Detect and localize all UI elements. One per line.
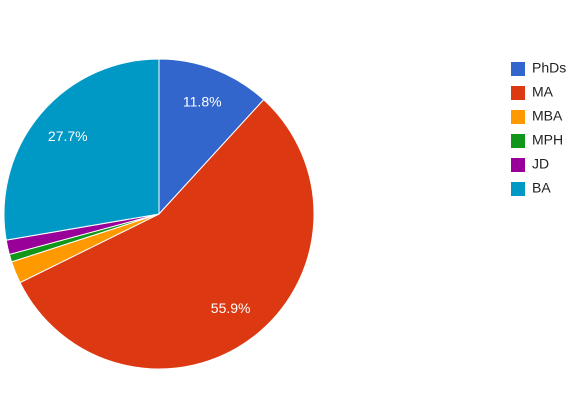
- legend-swatch: [511, 182, 525, 196]
- legend-label: MPH: [532, 132, 563, 148]
- legend-label: MBA: [532, 108, 563, 124]
- pie-slice: [158, 58, 265, 216]
- legend-swatch: [511, 86, 525, 100]
- legend-label: BA: [532, 180, 551, 196]
- slice-label: 55.9%: [211, 300, 251, 316]
- legend-label: MA: [532, 84, 554, 100]
- slice-label: 27.7%: [48, 128, 88, 144]
- slice-label: 11.8%: [183, 93, 222, 109]
- legend-label: JD: [532, 156, 549, 172]
- pie-slice: [19, 98, 315, 370]
- legend-label: PhDs: [532, 60, 566, 76]
- legend-swatch: [511, 158, 525, 172]
- legend-swatch: [511, 62, 525, 76]
- legend-swatch: [511, 110, 525, 124]
- pie-slice: [3, 58, 160, 241]
- legend-swatch: [511, 134, 525, 148]
